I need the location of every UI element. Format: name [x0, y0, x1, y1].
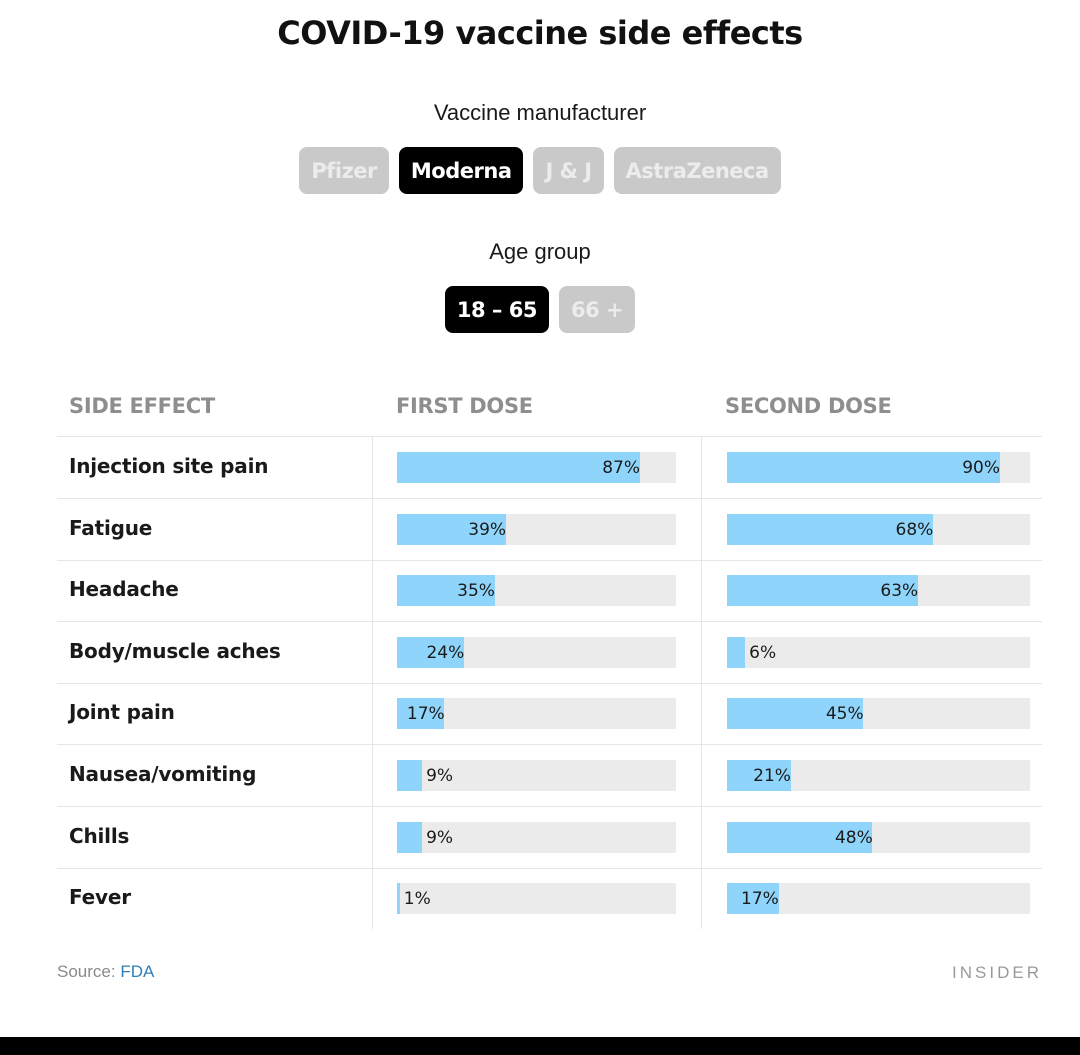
brand-logo: INSIDER	[952, 963, 1042, 982]
row-divider	[57, 867, 1042, 869]
first-dose-bar	[397, 821, 423, 853]
first-dose-bar	[397, 698, 445, 730]
manufacturer-label: Vaccine manufacturer	[433, 100, 647, 125]
bar-value-label: 35%	[457, 581, 495, 602]
side-effect-label: Injection site pain	[69, 454, 269, 478]
bar-value-label: 17%	[741, 889, 779, 910]
first-dose-bar	[397, 883, 400, 915]
bar-value-label: 90%	[962, 458, 1000, 478]
second-dose-bar	[727, 821, 873, 853]
age-group-label: Age group	[489, 239, 591, 264]
row-divider	[57, 682, 1042, 684]
side-effect-label: Fever	[69, 885, 131, 910]
column-header-side-effect: SIDE EFFECT	[69, 394, 215, 418]
chart-title: COVID-19 vaccine side effects	[277, 14, 803, 52]
second-dose-bar	[727, 575, 918, 607]
bar-track: 9%	[397, 760, 676, 791]
second-dose-bar	[727, 452, 1000, 483]
second-dose-bar	[727, 513, 934, 545]
table-top-divider	[57, 436, 1042, 437]
table-row: Fatigue 39% 68%	[57, 499, 1042, 561]
row-divider	[57, 621, 1042, 623]
bar-value-label: 24%	[426, 642, 465, 663]
bar-track: 17%	[727, 883, 1030, 915]
bar-value-label: 45%	[825, 704, 864, 725]
side-effect-label: Joint pain	[69, 700, 175, 725]
source-prefix: Source:	[57, 962, 121, 981]
age-18-65-button[interactable]: 18 – 65	[444, 286, 549, 333]
table-row: Headache 35% 63%	[57, 560, 1042, 623]
bar-value-label: 9%	[426, 766, 454, 786]
bar-track: 48%	[727, 821, 1030, 853]
bar-track: 87%	[397, 452, 676, 483]
first-dose-bar	[397, 513, 506, 545]
column-header-first-dose: FIRST DOSE	[396, 394, 533, 418]
source-link[interactable]: FDA	[120, 962, 155, 981]
manufacturer-astrazeneca-button[interactable]: AstraZeneca	[613, 147, 781, 194]
table-row: Nausea/vomiting 9% 21%	[57, 745, 1042, 807]
bar-track: 1%	[397, 883, 676, 915]
bar-track: 39%	[397, 513, 676, 545]
bar-track: 90%	[727, 452, 1030, 483]
manufacturer-pfizer-button[interactable]: Pfizer	[299, 147, 389, 194]
source-note: Source: FDA	[57, 962, 154, 982]
age-group-toggle: 18 – 65 66 +	[0, 286, 1080, 333]
row-divider	[57, 806, 1042, 807]
side-effect-label: Body/muscle aches	[69, 638, 281, 663]
bar-value-label: 21%	[753, 766, 791, 786]
bar-value-label: 87%	[602, 458, 641, 478]
bar-value-label: 39%	[468, 519, 507, 540]
row-divider	[57, 498, 1042, 499]
table-row: Body/muscle aches 24% 6%	[57, 622, 1042, 684]
bar-value-label: 68%	[895, 519, 934, 540]
row-divider	[57, 744, 1042, 746]
table-row: Injection site pain 87% 90%	[57, 437, 1042, 499]
side-effect-label: Fatigue	[69, 515, 153, 540]
bar-track: 35%	[397, 575, 676, 607]
manufacturer-toggle: Pfizer Moderna J & J AstraZeneca	[0, 147, 1080, 194]
column-header-second-dose: SECOND DOSE	[725, 394, 892, 418]
bottom-bar	[0, 1037, 1080, 1055]
first-dose-bar	[397, 575, 495, 607]
first-dose-bar	[397, 760, 423, 791]
manufacturer-moderna-button[interactable]: Moderna	[398, 147, 524, 194]
bar-value-label: 48%	[834, 827, 873, 848]
first-dose-bar	[397, 452, 640, 483]
bar-value-label: 9%	[426, 827, 454, 848]
second-dose-bar	[727, 760, 791, 791]
first-dose-bar	[397, 636, 464, 668]
bar-value-label: 63%	[880, 581, 919, 602]
bar-track: 45%	[727, 698, 1030, 730]
table-row: Joint pain 17% 45%	[57, 683, 1042, 746]
bar-track: 9%	[397, 821, 676, 853]
second-dose-bar	[727, 698, 864, 730]
bar-track: 6%	[727, 636, 1030, 668]
bar-track: 63%	[727, 575, 1030, 607]
second-dose-bar	[727, 636, 746, 668]
table-row: Chills 9% 48%	[57, 807, 1042, 869]
bar-value-label: 6%	[749, 642, 777, 663]
side-effect-label: Nausea/vomiting	[69, 762, 257, 786]
bar-track: 68%	[727, 513, 1030, 545]
side-effect-label: Chills	[69, 823, 130, 848]
manufacturer-j-j-button[interactable]: J & J	[533, 147, 604, 194]
bar-track: 17%	[397, 698, 676, 730]
bar-track: 24%	[397, 636, 676, 668]
second-dose-bar	[727, 883, 779, 915]
side-effect-label: Headache	[69, 577, 179, 602]
bar-value-label: 17%	[406, 704, 445, 725]
row-divider	[57, 559, 1042, 561]
table-row: Fever 1% 17%	[57, 868, 1042, 930]
bar-track: 21%	[727, 760, 1030, 791]
bar-value-label: 1%	[403, 889, 431, 910]
age-66-button[interactable]: 66 +	[558, 286, 636, 333]
